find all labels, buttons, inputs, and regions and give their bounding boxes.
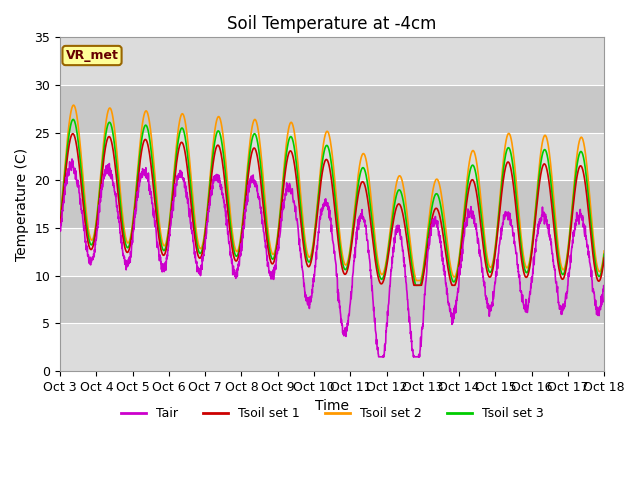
Bar — [60, 37, 604, 85]
Text: VR_met: VR_met — [65, 49, 118, 62]
Bar — [60, 324, 604, 371]
Bar — [60, 276, 604, 324]
Legend: Tair, Tsoil set 1, Tsoil set 2, Tsoil set 3: Tair, Tsoil set 1, Tsoil set 2, Tsoil se… — [116, 402, 548, 425]
Bar — [60, 228, 604, 276]
Y-axis label: Temperature (C): Temperature (C) — [15, 148, 29, 261]
Bar — [60, 132, 604, 180]
Bar — [60, 85, 604, 132]
Bar — [60, 180, 604, 228]
X-axis label: Time: Time — [315, 399, 349, 413]
Title: Soil Temperature at -4cm: Soil Temperature at -4cm — [227, 15, 437, 33]
